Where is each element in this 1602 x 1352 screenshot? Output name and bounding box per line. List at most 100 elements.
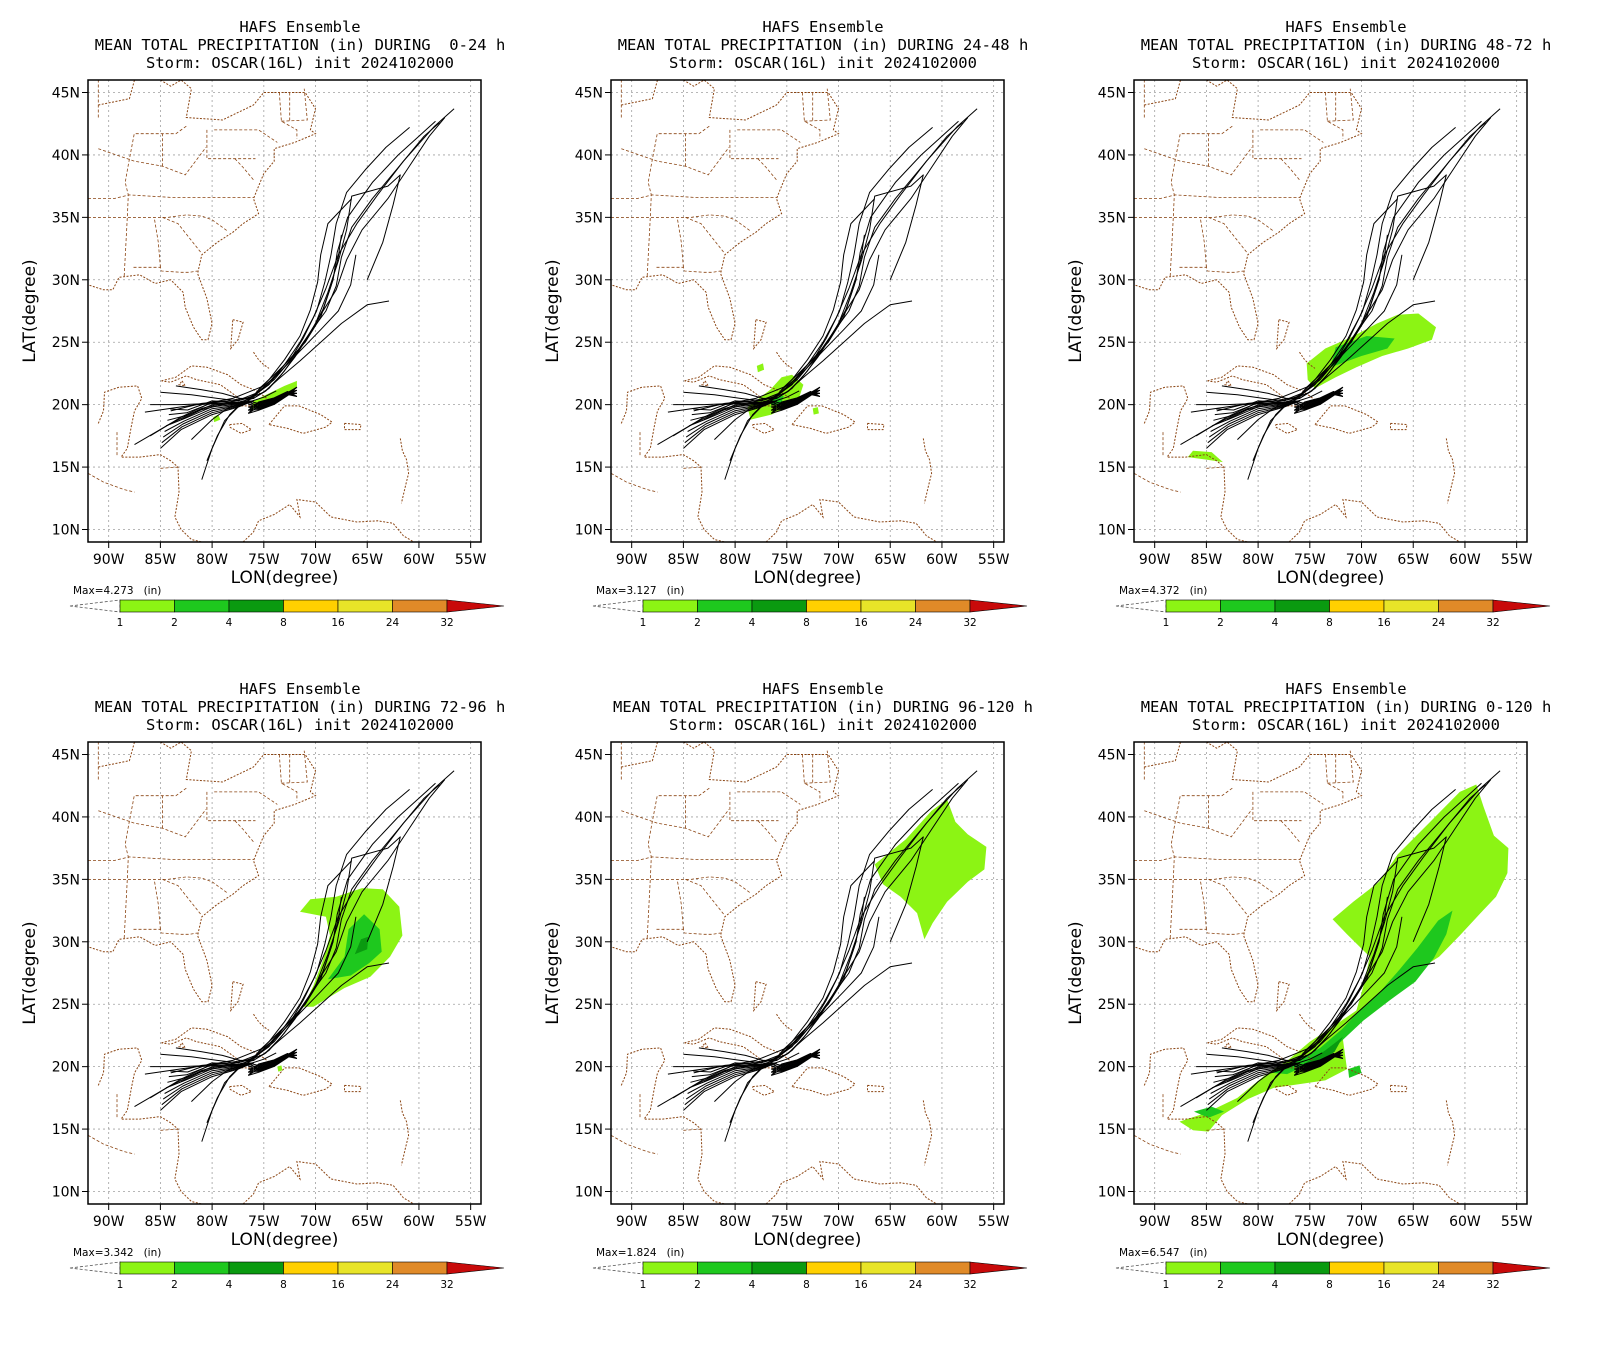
x-tick-label: 55W [455,552,487,568]
colorbar-swatch [697,599,753,613]
panel-subtitle: MEAN TOTAL PRECIPITATION (in) DURING 0-2… [94,36,506,54]
colorbar: 1 2 4 8 16 24 32 [1115,599,1551,629]
precip-area [1272,910,1453,1075]
max-value-label: Max=4.372 (in) [1119,585,1208,597]
plot-frame [610,741,1005,1205]
x-tick-label: 85W [668,1214,700,1230]
map-plot: 90W 85W 80W 75W 70W 65W 60W 55W 45N 40N 35N 30N 25N 2… [1066,79,1551,629]
track-line [693,127,933,412]
y-tick-label: 10N [575,523,603,539]
colorbar-swatch [1383,599,1439,613]
x-tick-label: 65W [1397,552,1429,568]
y-tick-label: 10N [52,523,80,539]
state-borders [88,742,308,1155]
gridlines [611,80,1004,542]
x-tick-label: 80W [1242,1214,1274,1230]
track-line [693,1062,777,1073]
panel-subtitle: MEAN TOTAL PRECIPITATION (in) DURING 72-… [94,698,506,716]
y-tick-label: 45N [575,747,603,763]
x-tick-label: 85W [145,552,177,568]
y-tick-label: 20N [1098,1060,1126,1076]
panel-storm-label: Storm: OSCAR(16L) init 2024102000 [1192,716,1500,734]
precip-area [354,936,369,955]
track-line [191,198,353,440]
y-axis-label: LAT(degree) [543,259,563,362]
colorbar: 1 2 4 8 16 24 32 [592,599,1028,629]
track-line [180,779,446,1083]
panel-title: HAFS Ensemble [239,18,361,36]
colorbar-swatch [860,1261,916,1275]
colorbar-tick-label: 4 [226,1279,233,1291]
track-line [703,117,969,421]
precip-area [812,407,819,415]
colorbar-tick-label: 24 [386,1279,400,1291]
y-tick-label: 35N [52,210,80,226]
colorbar-tick-label: 32 [440,617,453,629]
track-line [1221,120,1482,399]
y-tick-label: 30N [1098,935,1126,951]
track-line [1216,1062,1300,1073]
x-tick-label: 70W [1346,552,1378,568]
y-tick-label: 15N [52,460,80,476]
x-tick-label: 90W [93,1214,125,1230]
track-line [206,254,357,461]
track-line [1237,198,1399,440]
x-axis-label: LON(degree) [231,568,339,588]
x-tick-label: 65W [874,1214,906,1230]
colorbar: 1 2 4 8 16 24 32 [69,1261,505,1291]
max-value-label: Max=3.127 (in) [596,585,685,597]
x-tick-label: 65W [351,1214,383,1230]
y-tick-label: 40N [1098,148,1126,164]
track-line [724,896,865,1142]
y-tick-label: 20N [575,1060,603,1076]
track-line [714,198,876,440]
x-tick-label: 80W [196,552,228,568]
track-line [201,896,342,1142]
x-tick-label: 60W [1449,1214,1481,1230]
coastlines [1134,742,1461,1204]
precip-area [213,414,221,423]
track-line [698,120,959,399]
colorbar-tick-label: 4 [749,617,756,629]
track-line [1216,400,1300,411]
gridlines [1134,80,1527,542]
track-line [1293,391,1344,411]
track-line [248,389,298,404]
x-tick-label: 60W [403,1214,435,1230]
colorbar-tick-label: 32 [1486,617,1499,629]
colorbar-swatch [1492,1261,1551,1275]
colorbar-swatch [969,1261,1028,1275]
colorbar-swatch [1329,599,1385,613]
y-tick-label: 25N [52,997,80,1013]
colorbar-tick-label: 2 [1217,617,1224,629]
track-line [1293,1053,1344,1073]
colorbar-swatch [1329,1261,1385,1275]
precip-area [277,1065,283,1072]
colorbar-tick-label: 24 [1432,617,1446,629]
y-tick-label: 15N [52,1122,80,1138]
coastlines [88,80,415,542]
colorbar-swatch [642,1261,698,1275]
colorbar-tick-label: 16 [854,1279,868,1291]
x-tick-label: 90W [93,552,125,568]
x-tick-label: 75W [248,1214,280,1230]
track-line [160,770,455,1064]
y-axis-label: LAT(degree) [20,921,40,1024]
colorbar-swatch [751,1261,807,1275]
track-line [247,1053,298,1073]
y-tick-label: 10N [1098,523,1126,539]
plot-frame [1133,79,1528,543]
max-value-label: Max=3.342 (in) [73,1247,162,1259]
colorbar-tick-label: 1 [117,617,124,629]
y-tick-label: 35N [1098,210,1126,226]
track-line [191,860,353,1102]
y-tick-label: 30N [575,935,603,951]
y-tick-label: 30N [52,935,80,951]
colorbar-swatch [1383,1261,1439,1275]
y-tick-label: 40N [52,148,80,164]
plot-frame [87,79,482,543]
colorbar-swatch [446,599,505,613]
x-tick-label: 85W [1191,552,1223,568]
y-tick-label: 20N [575,398,603,414]
gridlines [88,80,481,542]
